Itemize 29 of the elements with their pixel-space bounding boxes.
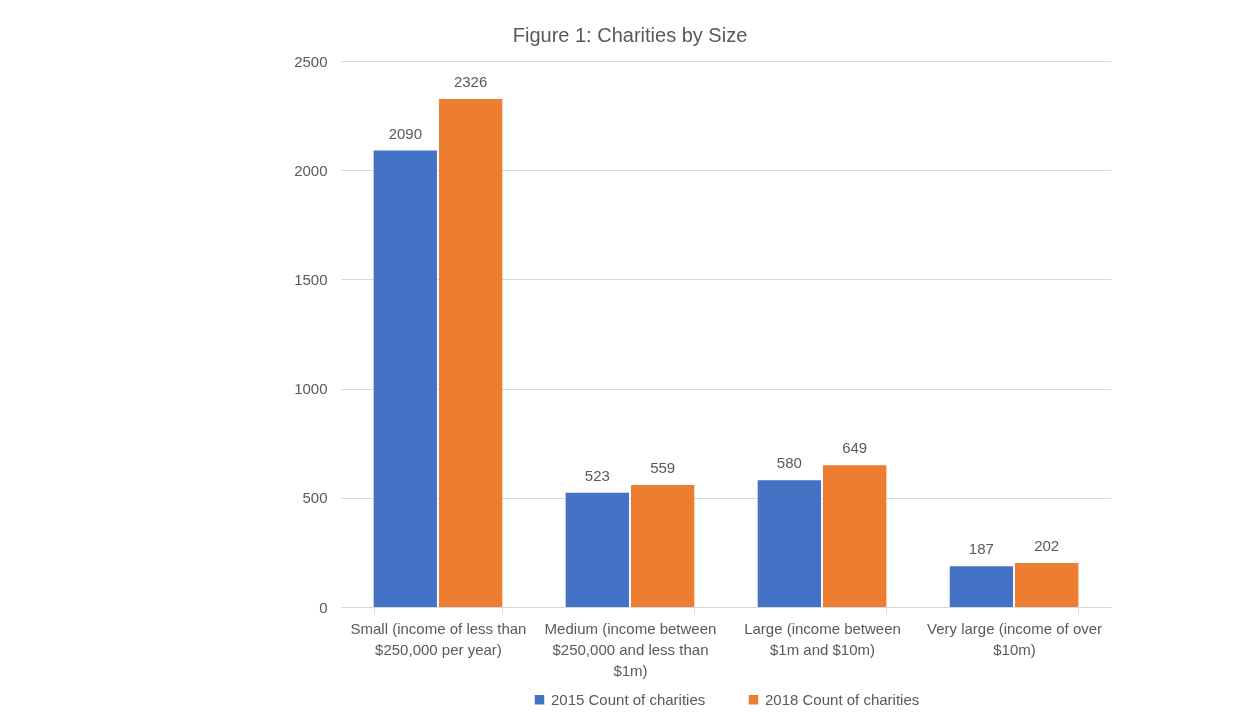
y-tick-label: 2000 bbox=[294, 161, 328, 179]
data-label: 649 bbox=[842, 439, 868, 457]
bar bbox=[757, 480, 822, 607]
y-tick-label: 0 bbox=[319, 598, 328, 616]
data-label: 523 bbox=[584, 466, 610, 484]
bar bbox=[1015, 562, 1079, 607]
data-label: 202 bbox=[1034, 536, 1060, 554]
bar bbox=[949, 566, 1014, 607]
data-label: 187 bbox=[968, 540, 994, 558]
bar bbox=[630, 484, 695, 607]
chart-title: Figure 1: Charities by Size bbox=[512, 24, 748, 46]
x-tick-label: Very large (income of over $10m) bbox=[926, 619, 1103, 658]
bar bbox=[373, 150, 437, 607]
legend-label: 2015 Count of charities bbox=[551, 690, 706, 708]
bar bbox=[438, 99, 503, 607]
bar bbox=[565, 492, 630, 607]
y-tick-label: 1000 bbox=[294, 380, 328, 398]
data-label: 580 bbox=[776, 454, 802, 472]
x-tick-label: Medium (income between $250,000 and less than $1m) bbox=[544, 619, 717, 679]
data-label: 2090 bbox=[388, 124, 422, 142]
y-tick-label: 1500 bbox=[294, 270, 328, 288]
y-tick-label: 500 bbox=[302, 489, 328, 507]
legend-label: 2018 Count of charities bbox=[765, 690, 920, 708]
y-tick-label: 2500 bbox=[294, 52, 328, 70]
x-tick-label: Large (income between $1m and $10m) bbox=[744, 619, 901, 658]
data-label: 559 bbox=[650, 458, 676, 476]
x-tick-label: Small (income of less than $250,000 per year) bbox=[350, 619, 527, 658]
bar bbox=[822, 465, 887, 607]
data-label: 2326 bbox=[453, 73, 488, 90]
